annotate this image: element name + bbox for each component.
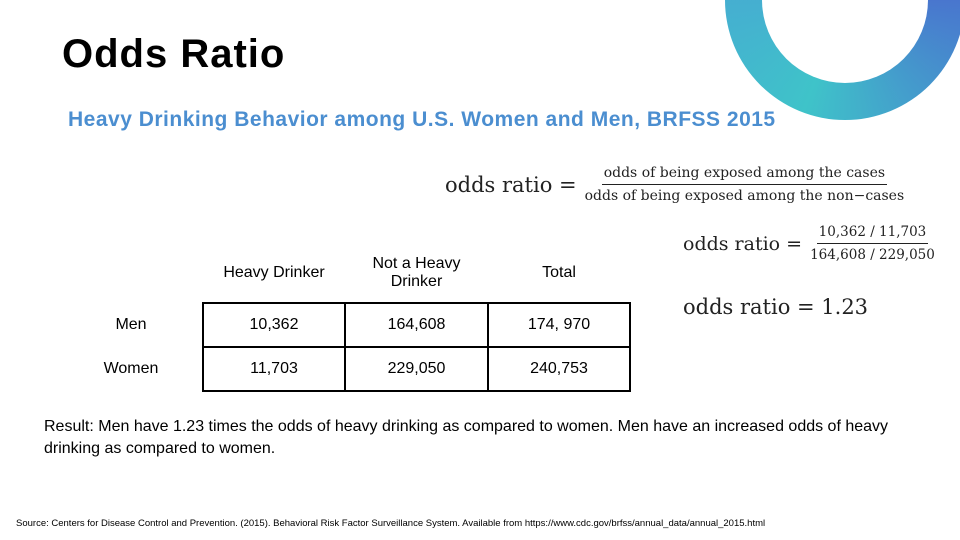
table-row: Women 11,703 229,050 240,753 — [60, 346, 631, 392]
table-cell: 11,703 — [202, 346, 346, 392]
odds-ratio-result-formula: odds ratio = 1.23 — [683, 295, 869, 319]
table-cell: 164,608 — [344, 302, 489, 348]
slide-subtitle: Heavy Drinking Behavior among U.S. Women… — [68, 108, 776, 131]
table-header-row: Heavy Drinker Not a Heavy Drinker Total — [60, 244, 630, 303]
table-row-label: Men — [115, 316, 147, 333]
odds-ratio-definition-formula: odds ratio = odds of being exposed among… — [445, 165, 906, 204]
table-header-cell: Total — [542, 264, 576, 281]
table-cell: 229,050 — [344, 346, 489, 392]
slide-title: Odds Ratio — [62, 32, 286, 76]
table-cell: 240,753 — [487, 346, 631, 392]
table-cell: 10,362 — [202, 302, 346, 348]
formula-denominator: 164,608 / 229,050 — [810, 247, 935, 263]
table-cell: 174, 970 — [487, 302, 631, 348]
formula-numerator: odds of being exposed among the cases — [601, 165, 888, 185]
table-header-cell — [60, 244, 203, 303]
formula-fraction: odds of being exposed among the cases od… — [583, 165, 907, 204]
formula-numerator: 10,362 / 11,703 — [816, 224, 929, 244]
odds-ratio-computed-formula: odds ratio = 10,362 / 11,703 164,608 / 2… — [683, 224, 937, 263]
table-header-cell: Heavy Drinker — [223, 264, 325, 281]
source-citation: Source: Centers for Disease Control and … — [16, 518, 766, 529]
table-row-label: Women — [103, 360, 159, 377]
formula-lhs: odds ratio = — [445, 172, 577, 197]
result-text: Result: Men have 1.23 times the odds of … — [44, 418, 889, 457]
formula-fraction: 10,362 / 11,703 164,608 / 229,050 — [808, 224, 937, 263]
formula-lhs: odds ratio = — [683, 232, 803, 255]
formula-denominator: odds of being exposed among the non−case… — [584, 188, 905, 204]
heavy-drinking-table: Heavy Drinker Not a Heavy Drinker Total … — [60, 244, 631, 392]
table-row: Men 10,362 164,608 174, 970 — [60, 302, 631, 348]
table-header-cell: Not a Heavy Drinker — [372, 255, 461, 290]
